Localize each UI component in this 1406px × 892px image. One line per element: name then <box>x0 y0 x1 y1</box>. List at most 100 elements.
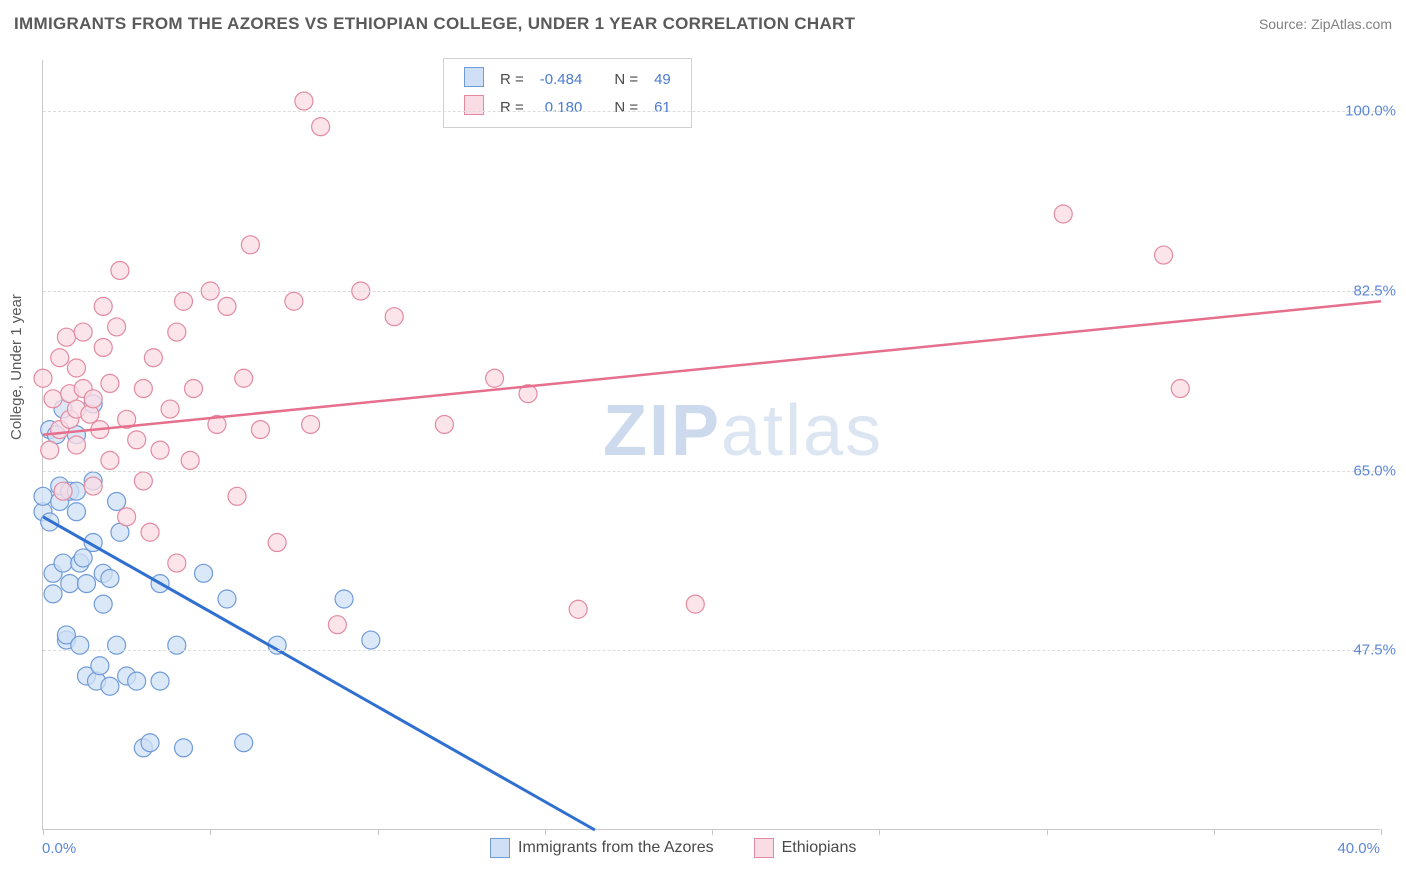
data-point-azores <box>174 739 192 757</box>
x-axis-min-label: 0.0% <box>42 840 76 857</box>
data-point-ethiopians <box>84 390 102 408</box>
legend-item-ethiopians: Ethiopians <box>754 838 857 858</box>
data-point-ethiopians <box>101 374 119 392</box>
data-point-ethiopians <box>285 292 303 310</box>
data-point-ethiopians <box>161 400 179 418</box>
data-point-ethiopians <box>74 323 92 341</box>
data-point-azores <box>71 636 89 654</box>
y-tick-label: 47.5% <box>1353 642 1396 659</box>
data-point-azores <box>101 569 119 587</box>
data-point-azores <box>195 564 213 582</box>
data-point-azores <box>44 585 62 603</box>
chart-title: IMMIGRANTS FROM THE AZORES VS ETHIOPIAN … <box>14 14 855 34</box>
data-point-ethiopians <box>1155 246 1173 264</box>
data-point-ethiopians <box>134 472 152 490</box>
data-point-ethiopians <box>134 380 152 398</box>
data-point-ethiopians <box>94 297 112 315</box>
legend-r-label: R = <box>492 93 532 121</box>
data-point-azores <box>108 636 126 654</box>
data-point-ethiopians <box>185 380 203 398</box>
y-tick-label: 100.0% <box>1345 103 1396 120</box>
data-point-ethiopians <box>302 415 320 433</box>
data-point-azores <box>108 492 126 510</box>
plot-area: ZIPatlas R = -0.484 N = 49 R = 0.180 N =… <box>42 60 1380 830</box>
legend-swatch-azores <box>464 67 484 87</box>
data-point-azores <box>141 734 159 752</box>
gridline <box>43 471 1380 472</box>
x-tick <box>1214 829 1215 835</box>
data-point-azores <box>151 672 169 690</box>
data-point-ethiopians <box>295 92 313 110</box>
data-point-azores <box>67 503 85 521</box>
data-point-azores <box>61 575 79 593</box>
legend-swatch-azores <box>490 838 510 858</box>
data-point-azores <box>34 487 52 505</box>
data-point-ethiopians <box>235 369 253 387</box>
data-point-ethiopians <box>312 118 330 136</box>
legend-stats-row-a: R = -0.484 N = 49 <box>456 65 679 93</box>
gridline <box>43 650 1380 651</box>
data-point-azores <box>74 549 92 567</box>
data-point-ethiopians <box>251 421 269 439</box>
x-tick <box>545 829 546 835</box>
data-point-ethiopians <box>54 482 72 500</box>
y-tick-label: 65.0% <box>1353 462 1396 479</box>
data-point-azores <box>77 575 95 593</box>
legend-n-label: N = <box>606 93 646 121</box>
legend-stats-row-b: R = 0.180 N = 61 <box>456 93 679 121</box>
x-tick <box>879 829 880 835</box>
legend-b-r-value: 0.180 <box>532 93 591 121</box>
data-point-ethiopians <box>44 390 62 408</box>
data-point-ethiopians <box>181 451 199 469</box>
legend-r-label: R = <box>492 65 532 93</box>
data-point-ethiopians <box>111 261 129 279</box>
data-point-ethiopians <box>218 297 236 315</box>
legend-a-r-value: -0.484 <box>532 65 591 93</box>
data-point-ethiopians <box>101 451 119 469</box>
data-point-azores <box>101 677 119 695</box>
gridline <box>43 291 1380 292</box>
data-point-ethiopians <box>168 554 186 572</box>
data-point-ethiopians <box>118 508 136 526</box>
data-point-ethiopians <box>268 534 286 552</box>
legend-stats: R = -0.484 N = 49 R = 0.180 N = 61 <box>443 58 692 128</box>
data-point-azores <box>54 554 72 572</box>
data-point-ethiopians <box>141 523 159 541</box>
data-point-ethiopians <box>228 487 246 505</box>
data-point-ethiopians <box>328 616 346 634</box>
legend-label-ethiopians: Ethiopians <box>782 839 857 856</box>
data-point-ethiopians <box>1171 380 1189 398</box>
data-point-azores <box>128 672 146 690</box>
data-point-ethiopians <box>144 349 162 367</box>
data-point-ethiopians <box>128 431 146 449</box>
x-tick <box>1381 829 1382 835</box>
data-point-ethiopians <box>168 323 186 341</box>
gridline <box>43 111 1380 112</box>
data-point-ethiopians <box>1054 205 1072 223</box>
legend-a-n-value: 49 <box>646 65 679 93</box>
x-tick <box>1047 829 1048 835</box>
data-point-azores <box>235 734 253 752</box>
data-point-azores <box>94 595 112 613</box>
x-tick <box>378 829 379 835</box>
x-tick <box>712 829 713 835</box>
trend-line-ethiopians <box>43 301 1381 434</box>
data-point-azores <box>91 657 109 675</box>
legend-swatch-ethiopians <box>754 838 774 858</box>
data-point-ethiopians <box>67 359 85 377</box>
x-tick <box>43 829 44 835</box>
data-point-ethiopians <box>151 441 169 459</box>
legend-b-n-value: 61 <box>646 93 679 121</box>
legend-n-label: N = <box>606 65 646 93</box>
data-point-ethiopians <box>57 328 75 346</box>
x-axis-max-label: 40.0% <box>1337 840 1380 857</box>
y-axis-label: College, Under 1 year <box>8 294 25 440</box>
data-point-ethiopians <box>84 477 102 495</box>
data-point-azores <box>335 590 353 608</box>
data-point-ethiopians <box>94 338 112 356</box>
data-point-azores <box>218 590 236 608</box>
legend-item-azores: Immigrants from the Azores <box>490 838 714 858</box>
data-point-ethiopians <box>686 595 704 613</box>
data-point-ethiopians <box>51 349 69 367</box>
data-point-ethiopians <box>385 308 403 326</box>
